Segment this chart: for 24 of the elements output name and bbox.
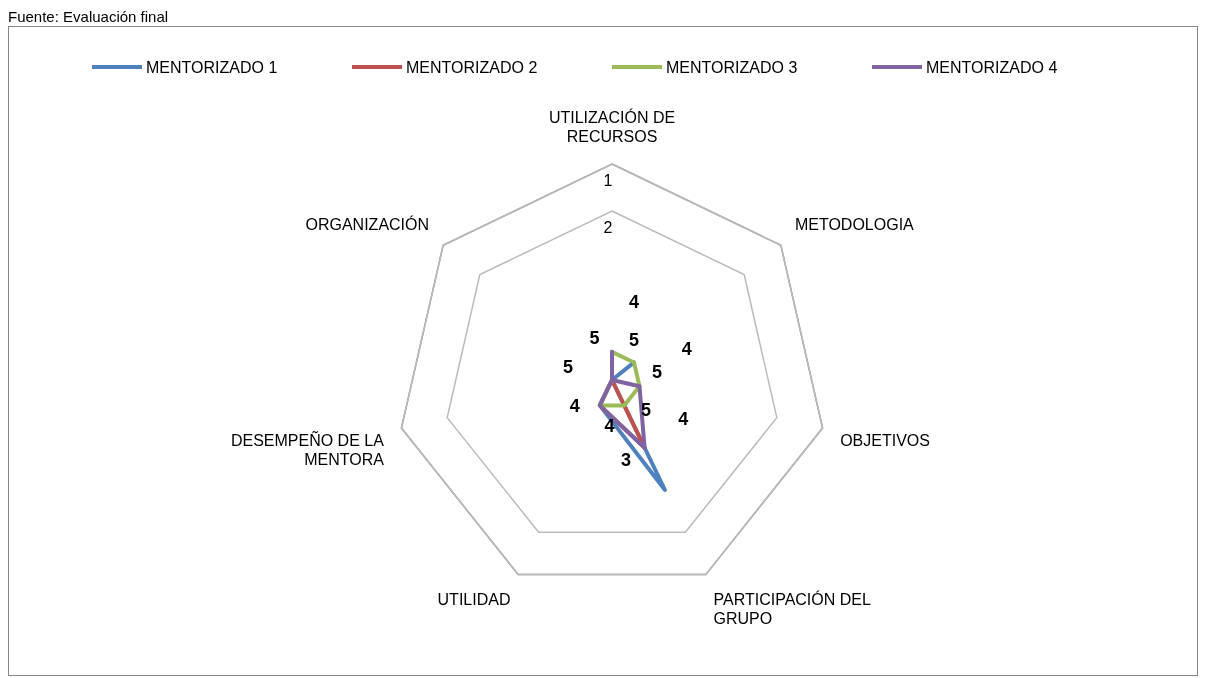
spoke-label: DESEMPEÑO DE LA MENTORA <box>230 430 385 469</box>
y-tick-label: 1 <box>603 172 613 189</box>
text: 5 <box>628 330 640 350</box>
spoke-label: PARTICIPACIÓN DEL GRUPO <box>713 589 871 627</box>
legend-label: MENTORIZADO 4 <box>926 59 1058 76</box>
spoke-label: UTILIZACIÓN DE RECURSOS <box>548 108 676 145</box>
text: 5 <box>589 327 600 348</box>
spoke-label: METODOLOGIA <box>794 216 915 234</box>
source-note: Fuente: Evaluación final <box>8 8 170 26</box>
text: 5 <box>563 357 574 378</box>
spoke-label: ORGANIZACIÓN <box>305 215 430 234</box>
legend-label: MENTORIZADO 1 <box>146 59 278 76</box>
text: 4 <box>569 396 580 417</box>
text: 4 <box>604 415 615 436</box>
legend-label: MENTORIZADO 3 <box>666 59 798 76</box>
text: 4 <box>678 408 689 429</box>
text: 3 <box>621 449 632 470</box>
spoke-label: OBJETIVOS <box>840 432 930 450</box>
y-tick-label: 2 <box>603 218 613 236</box>
text: 4 <box>681 338 692 359</box>
text: 5 <box>651 362 662 383</box>
legend-label: MENTORIZADO 2 <box>406 59 538 76</box>
text: 4 <box>628 292 640 312</box>
spoke-label: UTILIDAD <box>437 590 511 608</box>
